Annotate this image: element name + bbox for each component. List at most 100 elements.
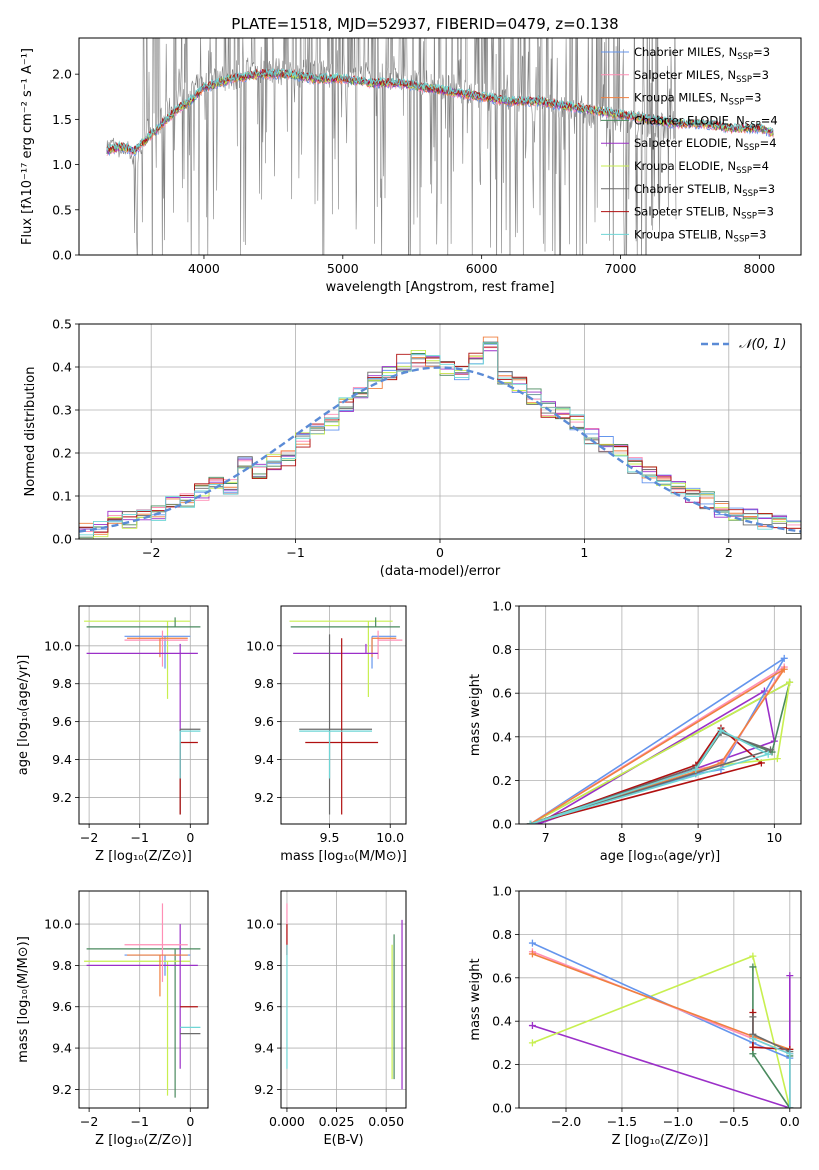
x-tick-label: 7 [542,830,550,845]
weight-marker [749,1050,757,1058]
x-axis-label: Z [log₁₀(Z/Z⊙)] [95,849,192,864]
legend-entry-tail: =4 [752,159,769,173]
y-tick-label: 9.6 [254,999,274,1014]
legend-entry-tail: =3 [749,227,766,241]
y-tick-label: 9.6 [52,999,72,1014]
weight-marker [773,755,781,763]
axes-frame [518,890,802,1109]
x-tick-label: −1.5 [607,1114,637,1129]
legend-entry-sub: SSP [745,120,761,130]
axes-frame [78,323,802,540]
legend-entry-sub: SSP [744,143,760,153]
y-tick-label: 0.2 [52,446,72,461]
axes-frame [518,605,802,825]
y-tick-label: 0.0 [52,248,72,263]
y-tick-label: 0.6 [492,686,512,701]
x-tick-label: 0 [186,1114,194,1129]
x-tick-label: −1.0 [663,1114,693,1129]
x-tick-label: 9 [694,830,702,845]
weight-line [532,975,791,1108]
x-tick-label: 8000 [743,261,775,276]
observed-spectrum [106,38,677,255]
weight-marker [749,952,757,960]
x-tick-label: 8 [618,830,626,845]
legend-entry-label: Chabrier MILES, N [634,45,737,59]
x-tick-label: −2 [80,1114,98,1129]
weight-marker [767,746,775,754]
model-fit-line [106,69,774,155]
y-tick-label: 9.2 [254,1082,274,1097]
y-tick-label: 0.5 [52,317,72,332]
model-fit-line [106,67,774,153]
y-tick-label: 0.0 [52,532,72,547]
legend-entry-label: 𝒩(0, 1) [739,337,786,352]
figure-title: PLATE=1518, MJD=52937, FIBERID=0479, z=0… [231,15,618,33]
x-axis-label: mass [log₁₀(M/M⊙)] [280,849,407,864]
weight-line [532,955,791,1108]
x-tick-label: 1 [580,545,588,560]
weight-marker [528,1022,536,1030]
y-tick-label: 1.0 [492,884,512,899]
x-tick-label: 0.000 [269,1114,305,1129]
x-axis-label: Z [log₁₀(Z/Z⊙)] [95,1133,192,1148]
y-axis-label: mass [log₁₀(M/M⊙)] [16,936,31,1063]
legend-entry-tail: =3 [744,91,761,105]
legend-entry-sub: SSP [742,189,758,199]
legend-entry-label: Kroupa STELIB, N [634,227,734,241]
y-tick-label: 0.3 [52,403,72,418]
y-tick-label: 10.0 [246,638,274,653]
y-tick-label: 0.6 [492,970,512,985]
y-tick-label: 0.5 [52,202,72,217]
x-tick-label: −1 [286,545,304,560]
axes-residuals: −2 −1 0 1 2 0.0 0.1 0.2 0.3 0.4 0.5 (data-model)/er… [23,317,802,579]
y-tick-label: 10.0 [44,638,72,653]
weight-marker [780,665,788,673]
legend: 𝒩(0, 1) [701,337,786,352]
axes-frame [78,890,209,1109]
x-tick-label: 9.5 [320,830,340,845]
y-tick-label: 9.8 [254,958,274,973]
legend-entry: Kroupa STELIB, NSSP=3 [634,227,766,244]
legend-entry: Chabrier ELODIE, NSSP=4 [634,113,778,130]
legend-entry-sub: SSP [736,75,752,85]
plot-area [281,891,406,1108]
y-tick-label: 0.1 [52,489,72,504]
legend-entry-label: Salpeter ELODIE, N [634,136,744,150]
x-tick-label: −2 [80,830,98,845]
plot-area [79,324,801,539]
y-tick-label: 0.4 [492,1014,512,1029]
y-tick-label: 9.2 [254,790,274,805]
y-tick-label: 9.6 [52,714,72,729]
legend-entry: Kroupa ELODIE, NSSP=4 [634,159,769,176]
legend-entry: Salpeter ELODIE, NSSP=4 [634,136,777,153]
weight-marker [528,1039,536,1047]
legend-entry-tail: =3 [753,45,770,59]
weight-marker [786,1050,794,1058]
y-tick-label: 10.0 [246,917,274,932]
legend-entry: Chabrier STELIB, NSSP=3 [634,182,775,199]
x-tick-label: 10.0 [376,830,404,845]
plots-layer: 4000 5000 6000 7000 80000.00.51.01.52.0wavel… [16,37,802,1148]
x-axis-label: age [log₁₀(age/yr)] [600,849,721,864]
legend-entry-tail: =4 [761,113,778,127]
legend-entry-label: Salpeter MILES, N [634,68,736,82]
axes-age-vs-mass: 9.5 10.0 9.2 9.4 9.6 9.8 10.0 mass [log₁₀(M/M⊙)… [246,605,407,864]
axes-spectrum: 4000 5000 6000 7000 8000 0.0 0.5 1.0 1.5 2.0 wavel… [20,37,802,295]
x-tick-label: 0.0 [780,1114,800,1129]
weight-line [529,668,785,824]
axes-mass-vs-z: −2 −1 0 9.2 9.4 9.6 9.8 10.0 Z [log₁₀(Z/Z⊙)] mass… [16,890,209,1148]
weight-marker [749,1043,757,1051]
weight-marker [528,939,536,947]
weight-marker [692,766,700,773]
plot-area [519,891,801,1108]
legend-entry-sub: SSP [737,52,753,62]
y-axis-label: Normed distribution [23,367,38,497]
plot-area [519,606,801,824]
x-tick-label: 5000 [327,261,359,276]
y-tick-label: 0.2 [492,1057,512,1072]
y-tick-label: 10.0 [44,917,72,932]
y-axis-label: Flux [fλ10⁻¹⁷ erg cm⁻² s⁻¹ A⁻¹] [20,48,35,245]
x-axis-label: Z [log₁₀(Z/Z⊙)] [612,1133,709,1148]
legend-entry-sub: SSP [736,166,752,176]
y-tick-label: 0.4 [52,360,72,375]
